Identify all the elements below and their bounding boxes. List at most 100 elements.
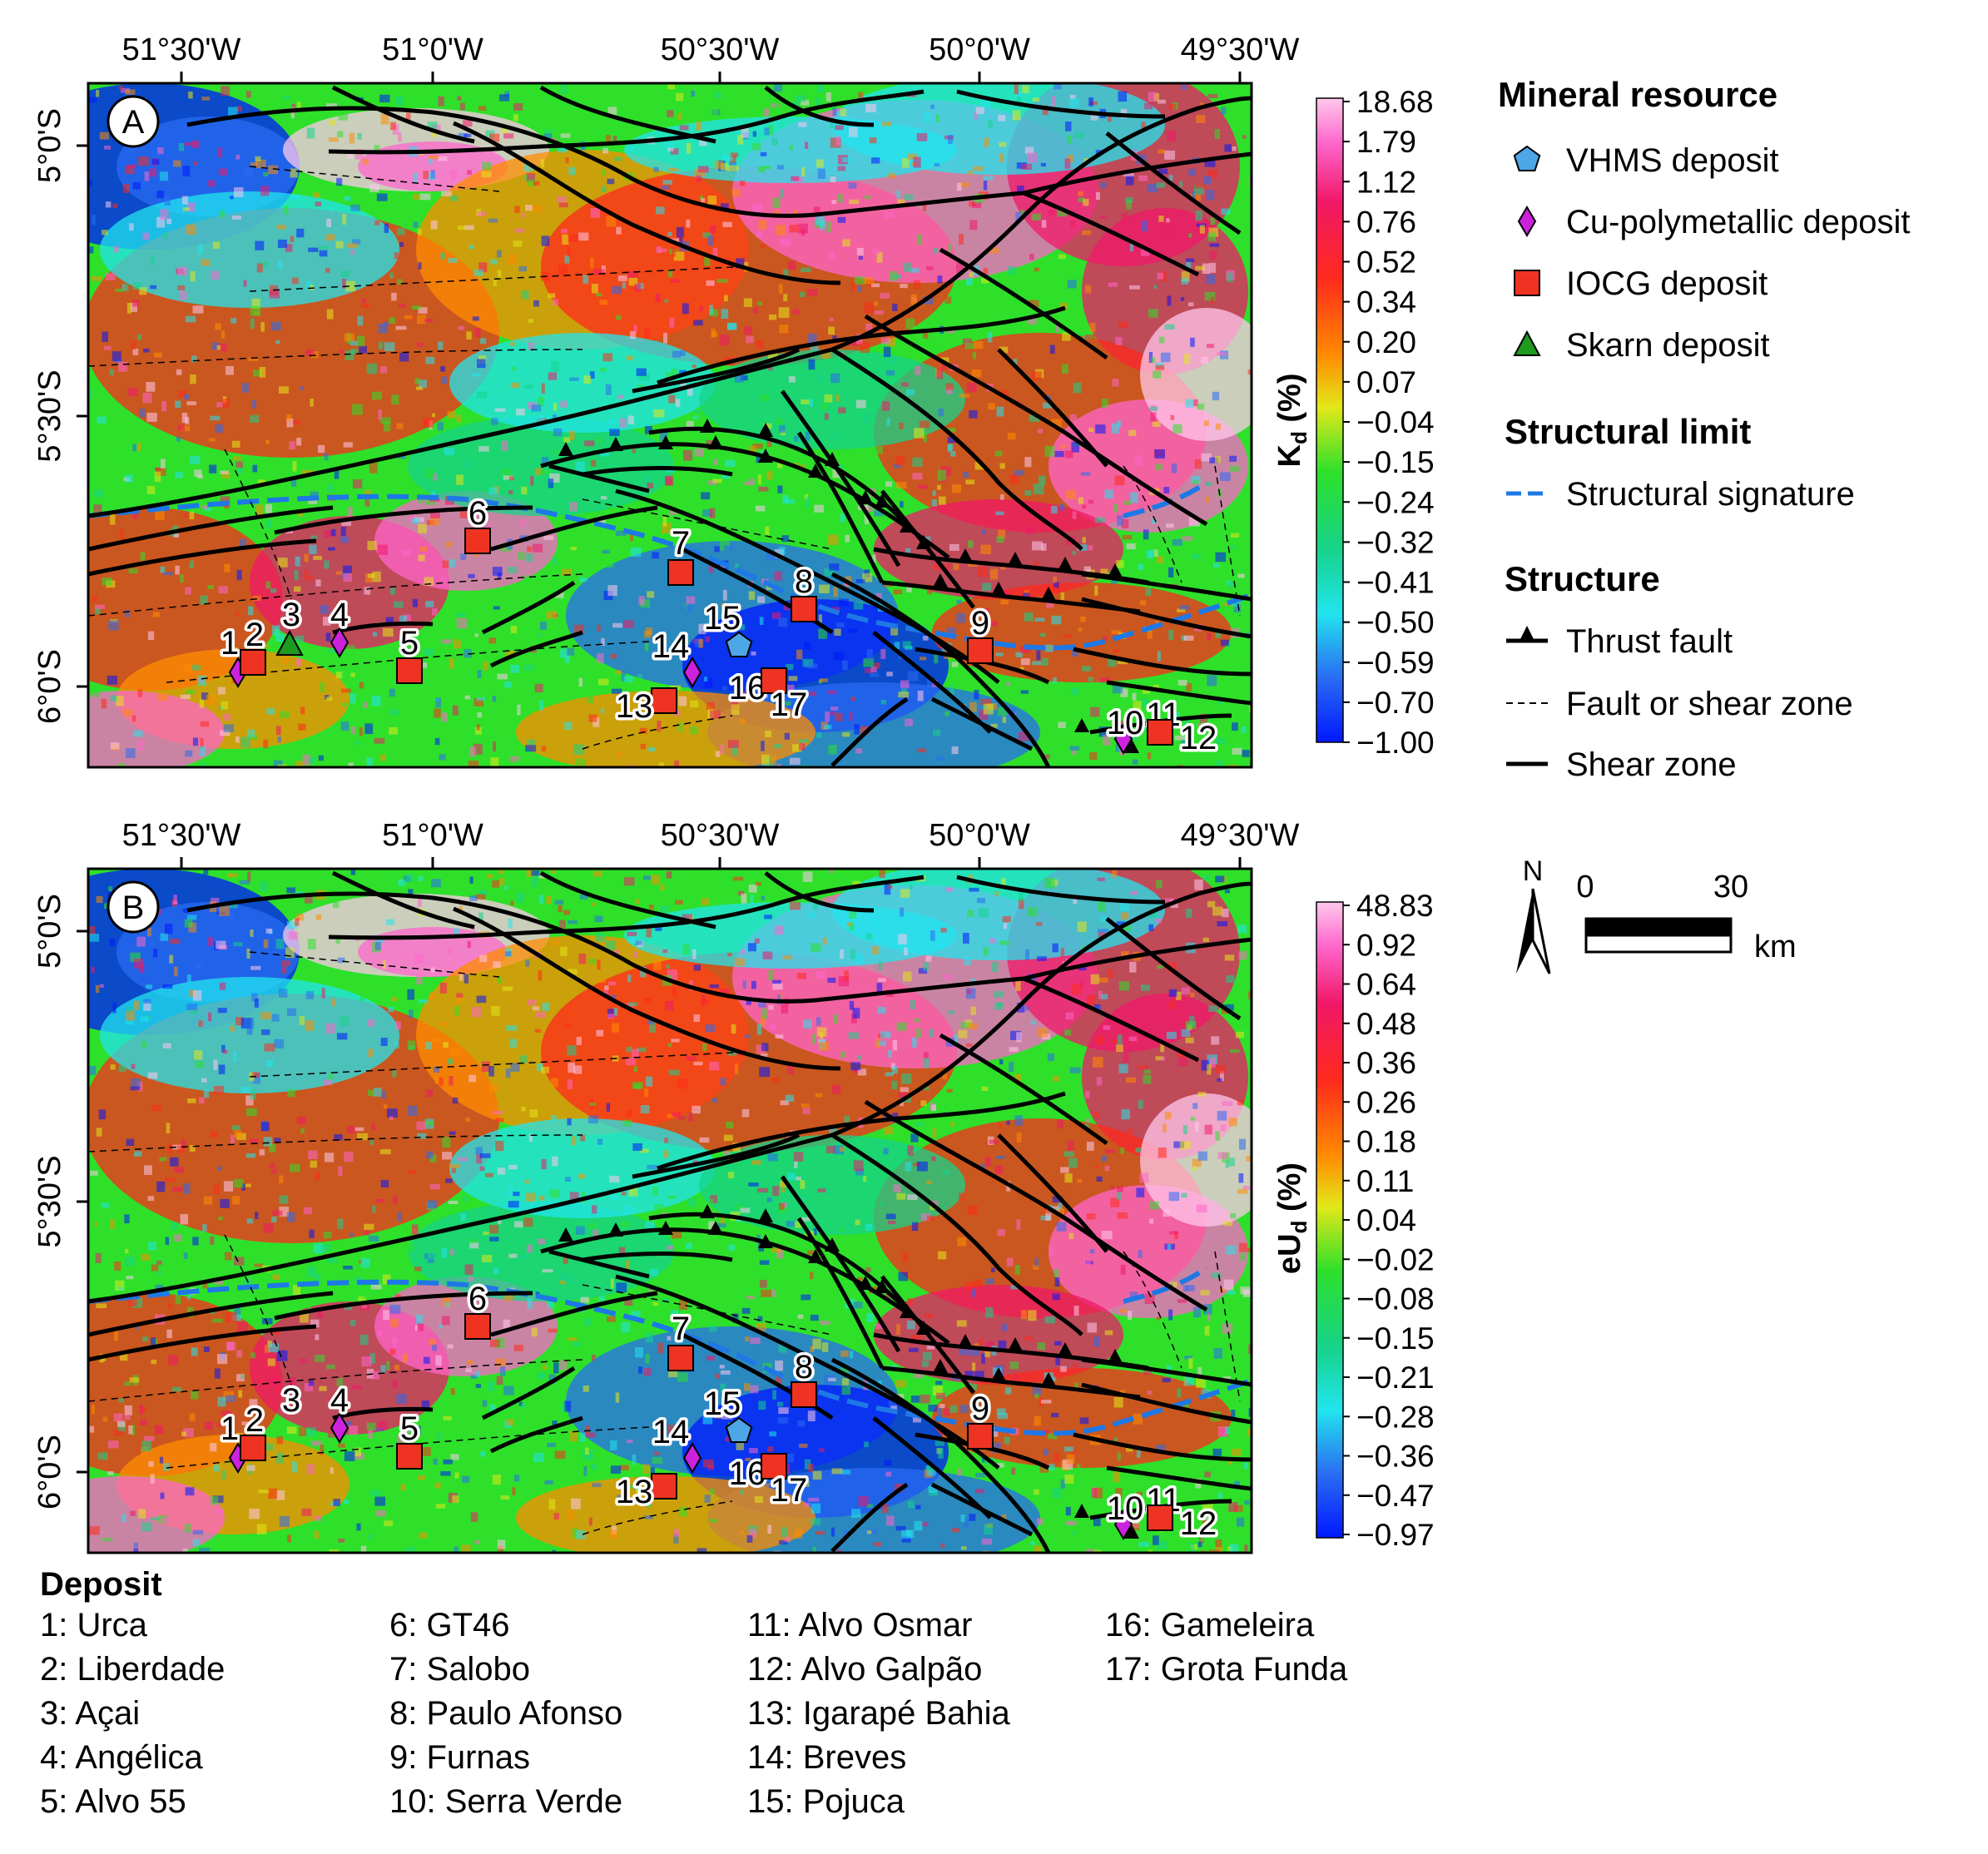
deposit-label-12: 12 — [1180, 1505, 1217, 1542]
deposit-7-square-icon — [667, 1345, 694, 1371]
colorbar-tick-label: 0.48 — [1356, 1007, 1416, 1041]
deposit-label-17: 17 — [771, 1472, 808, 1509]
deposit-12-square-icon — [1147, 1505, 1173, 1531]
deposit-17-square-icon — [761, 1453, 787, 1480]
colorbar-tick-label: −0.47 — [1356, 1479, 1435, 1513]
colorbar-tick-label: 0.07 — [1356, 365, 1416, 399]
colorbar-tick-label: −0.28 — [1356, 1400, 1435, 1434]
colorbar — [1316, 901, 1344, 1539]
legend-square-icon — [1514, 270, 1540, 296]
deposit-list-item: 17: Grota Funda — [1105, 1651, 1348, 1688]
legend-structural-limit-title: Structural limit — [1505, 412, 1751, 451]
deposit-label-7: 7 — [672, 1311, 690, 1347]
deposit-list-item: 3: Açai — [40, 1695, 141, 1732]
deposit-list-item: 13: Igarapé Bahia — [747, 1695, 1010, 1732]
deposit-label-15: 15 — [704, 600, 741, 637]
thrust-fault-triangle-icon — [1520, 626, 1534, 641]
structures-layer — [88, 870, 1252, 1553]
longitude-label: 50°0'W — [929, 32, 1030, 67]
colorbar-tick-label: 48.83 — [1356, 889, 1434, 923]
deposit-list-item: 16: Gameleira — [1105, 1607, 1315, 1643]
deposit-list-item: 1: Urca — [40, 1607, 147, 1643]
deposit-list-item: 12: Alvo Galpão — [747, 1651, 983, 1688]
colorbar-tick-label: −0.32 — [1356, 525, 1435, 559]
colorbar-ticks: 18.68 1.79 1.12 0.76 0.52 0.34 0.20 0.07 −0.04 −0… — [1343, 85, 1435, 760]
latitude-label: 5°0'S — [32, 894, 67, 969]
deposit-label-15: 15 — [704, 1386, 741, 1422]
colorbar-tick-label: 0.64 — [1356, 968, 1416, 1002]
colorbar-tick-label: 1.79 — [1356, 125, 1416, 159]
deposit-list: Deposit 1: Urca 2: Liberdade 3: Açai 4: Ang… — [40, 1566, 1455, 1841]
colorbar-tick-label: 1.12 — [1356, 165, 1416, 199]
deposit-list-item: 8: Paulo Afonso — [389, 1695, 623, 1732]
deposit-5-square-icon — [396, 657, 423, 684]
deposit-list-item: 14: Breves — [747, 1739, 907, 1776]
deposit-label-3: 3 — [282, 597, 300, 633]
colorbar-tick-label: −0.24 — [1356, 485, 1435, 519]
deposit-label-10: 10 — [1107, 705, 1144, 741]
deposit-list-item: 5: Alvo 55 — [40, 1783, 186, 1820]
deposit-label-4: 4 — [330, 597, 349, 633]
deposit-label-17: 17 — [771, 687, 808, 723]
deposit-10-diamond-icon — [1113, 1509, 1133, 1540]
legend-mineral-label: Skarn deposit — [1566, 327, 1770, 364]
colorbar-tick-label: −0.15 — [1356, 1321, 1435, 1356]
deposit-label-14: 14 — [652, 628, 690, 665]
deposit-label-13: 13 — [616, 1474, 653, 1510]
deposit-label-3: 3 — [282, 1382, 300, 1419]
deposit-list-item: 15: Pojuca — [747, 1783, 905, 1820]
longitude-label: 50°0'W — [929, 818, 1030, 853]
panel-label-circle — [107, 880, 160, 934]
deposit-label-8: 8 — [795, 1349, 813, 1386]
colorbar-tick-label: −1.00 — [1356, 726, 1435, 760]
colorbar — [1316, 97, 1344, 743]
colorbar-ticks: 48.83 0.92 0.64 0.48 0.36 0.26 0.18 0.11 0.04 −0.… — [1343, 889, 1435, 1552]
deposit-list-item: 2: Liberdade — [40, 1651, 226, 1688]
deposit-8-square-icon — [791, 1381, 817, 1408]
map-legend: Mineral resource — [1498, 75, 1981, 115]
colorbar-tick-label: 0.92 — [1356, 928, 1416, 962]
colorbar-title: eUd (%) — [1272, 1162, 1311, 1274]
scale-zero: 0 — [1576, 870, 1594, 905]
colorbar-tick-label: 18.68 — [1356, 85, 1434, 119]
latitude-label: 5°30'S — [32, 369, 67, 462]
deposit-label-6: 6 — [468, 1281, 487, 1317]
colorbar-tick-label: −0.21 — [1356, 1361, 1435, 1395]
colorbar-tick-label: 0.04 — [1356, 1203, 1416, 1237]
legend-thrust-fault-label: Thrust fault — [1566, 623, 1733, 660]
legend-mineral-label: Cu-polymetallic deposit — [1566, 204, 1911, 240]
colorbar-tick-label: −0.36 — [1356, 1440, 1435, 1474]
deposit-3-triangle-icon — [275, 629, 304, 656]
longitude-label: 51°30'W — [122, 32, 241, 67]
longitude-label: 49°30'W — [1181, 818, 1300, 853]
latitude-label: 5°30'S — [32, 1155, 67, 1247]
deposit-label-14: 14 — [652, 1414, 690, 1450]
colorbar-tick-label: −0.50 — [1356, 606, 1435, 640]
deposit-list-item: 9: Furnas — [389, 1739, 530, 1776]
deposit-6-square-icon — [464, 1313, 491, 1340]
deposit-label-5: 5 — [400, 625, 419, 662]
deposit-list-item: 11: Alvo Osmar — [747, 1607, 973, 1643]
deposit-label-16: 16 — [729, 1455, 766, 1492]
deposit-2-square-icon — [240, 649, 266, 676]
panel-label-circle — [107, 95, 160, 148]
colorbar-tick-label: −0.08 — [1356, 1282, 1435, 1316]
deposit-list-item: 4: Angélica — [40, 1739, 203, 1776]
longitude-label: 50°30'W — [661, 818, 780, 853]
deposit-label-7: 7 — [672, 525, 690, 562]
structures-layer — [88, 85, 1252, 767]
colorbar-tick-label: 0.18 — [1356, 1125, 1416, 1159]
deposit-12-square-icon — [1147, 719, 1173, 746]
deposit-14-diamond-icon — [682, 657, 702, 688]
graticule-labels: 51°30'W 51°0'W 50°30'W 50°0'W 49°30'W 5°0'S 5°… — [32, 32, 1300, 724]
deposit-13-square-icon — [651, 687, 677, 714]
deposit-list-item: 7: Salobo — [389, 1651, 531, 1688]
deposit-8-square-icon — [791, 596, 817, 622]
deposit-label-10: 10 — [1107, 1490, 1144, 1527]
deposit-10-diamond-icon — [1113, 723, 1133, 755]
deposit-label-9: 9 — [971, 1390, 989, 1427]
colorbar-tick-label: −0.41 — [1356, 566, 1435, 600]
latitude-label: 6°0'S — [32, 1435, 67, 1509]
